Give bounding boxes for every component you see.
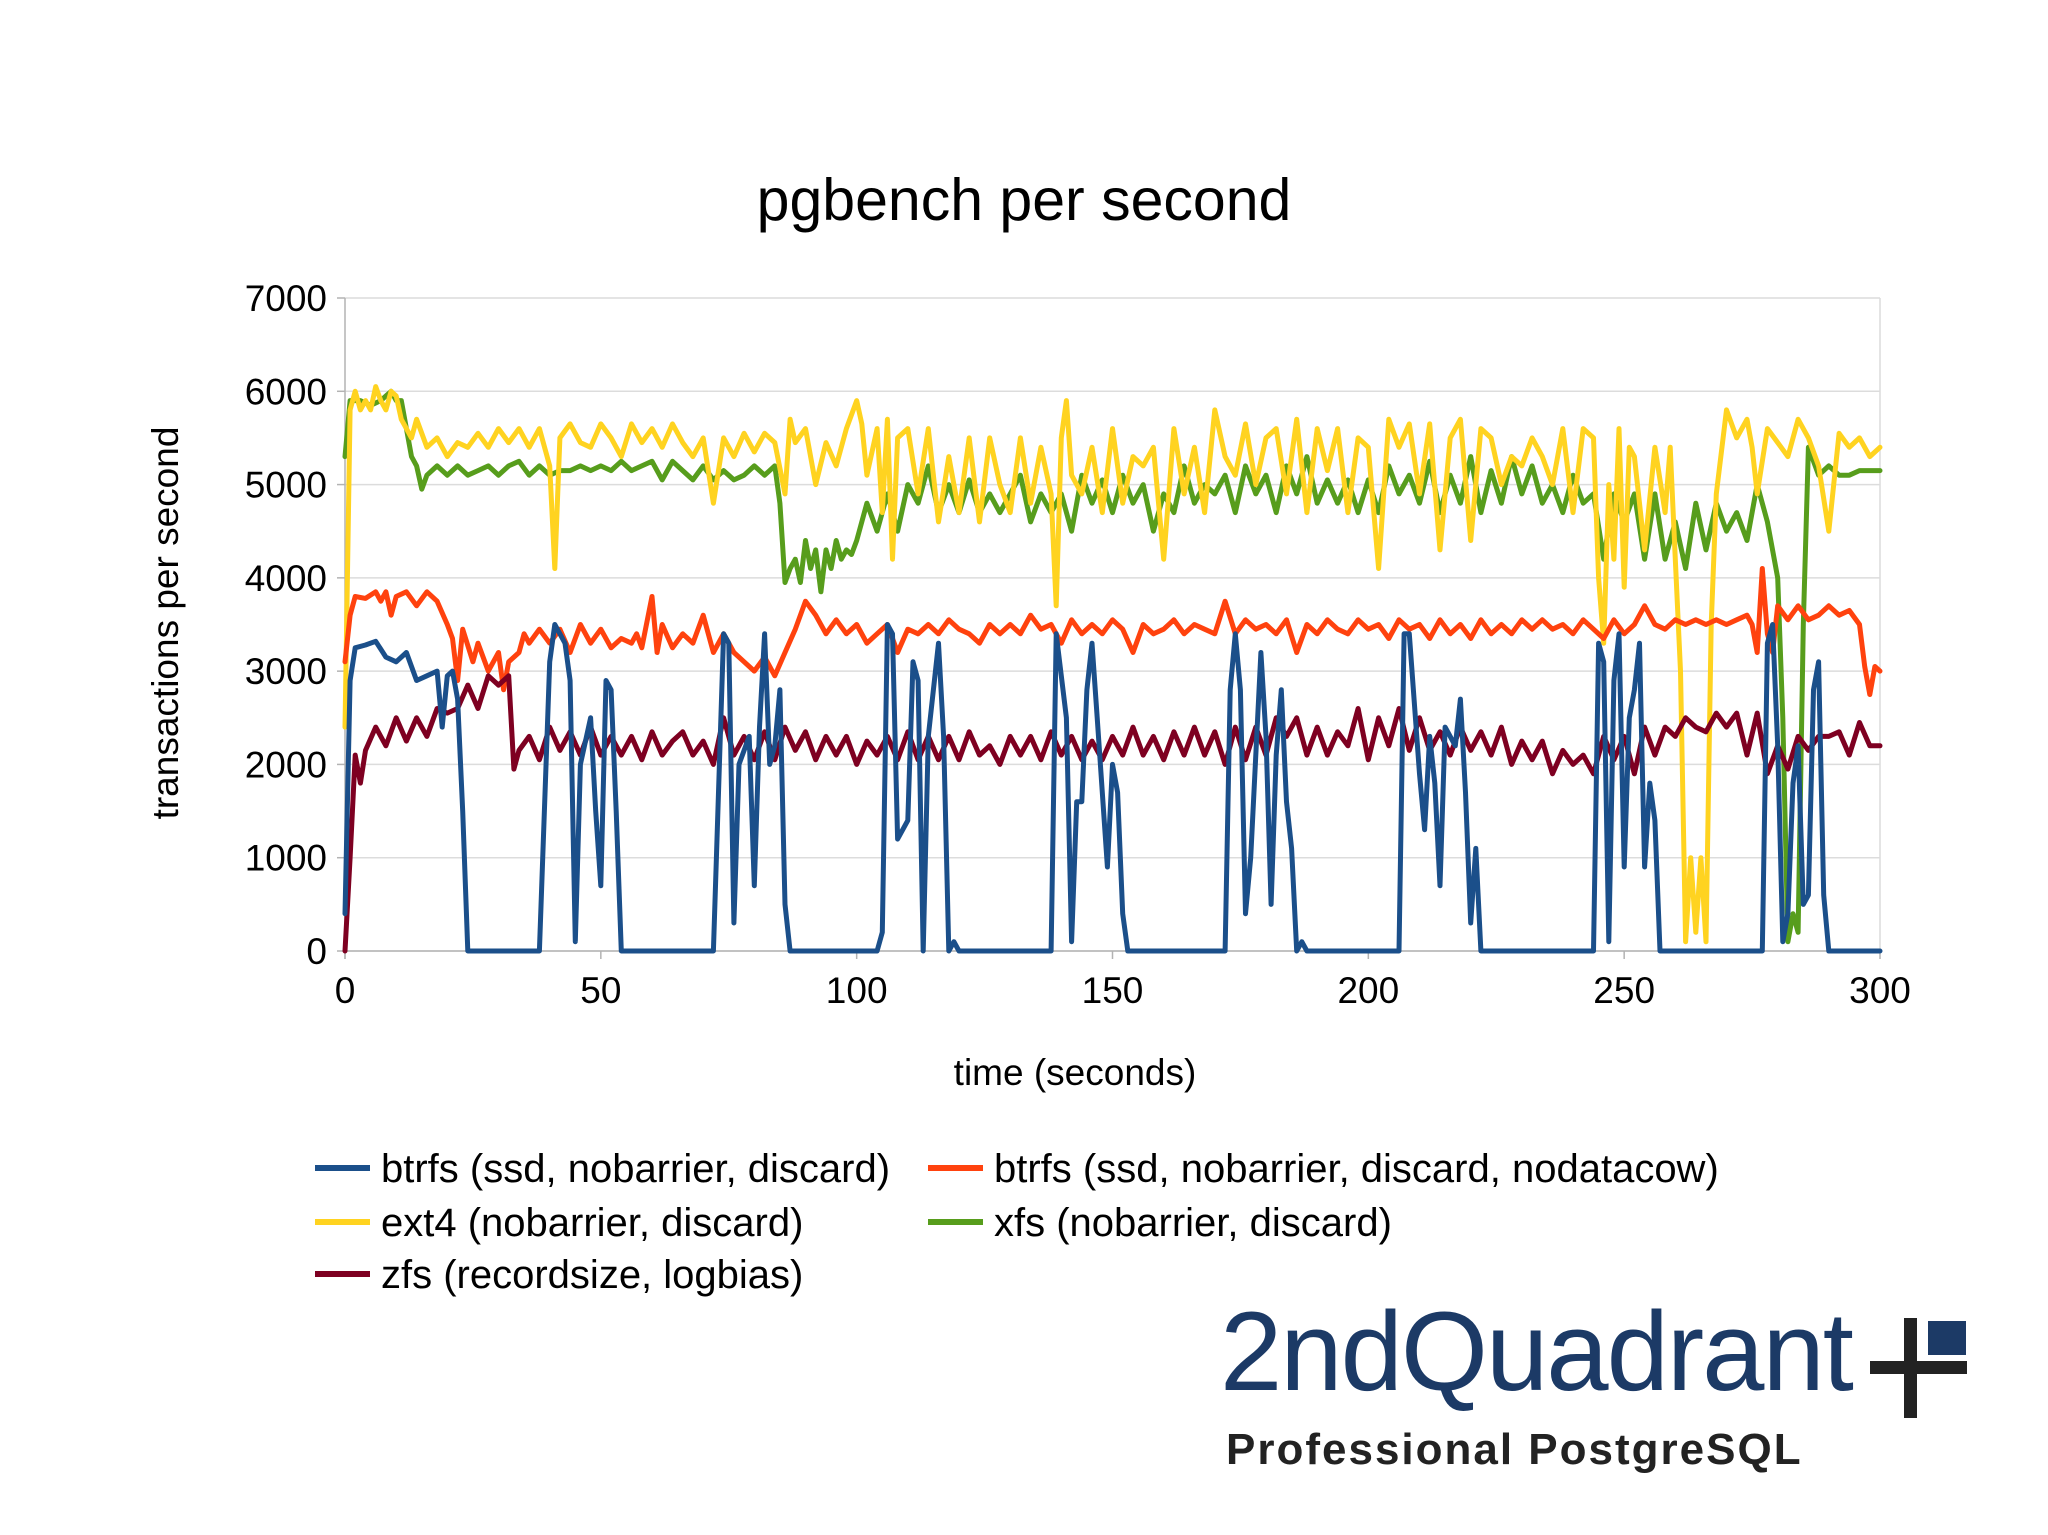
legend-label-4: zfs (recordsize, logbias) <box>381 1253 803 1297</box>
logo-tagline: Professional PostgreSQL <box>1226 1425 1803 1474</box>
x-tick-label: 300 <box>1849 970 1911 1011</box>
series-line-1 <box>342 566 1883 697</box>
series-line-0 <box>342 622 1883 954</box>
y-tick-label: 1000 <box>245 838 327 879</box>
logo-cross-icon <box>1870 1318 1967 1418</box>
legend-label-0: btrfs (ssd, nobarrier, discard) <box>381 1147 890 1191</box>
x-tick-label: 150 <box>1082 970 1144 1011</box>
chart-title: pgbench per second <box>757 167 1292 233</box>
axes: 0 1000 2000 3000 4000 5000 6000 7000 0 50 100 150 20… <box>245 278 1911 1011</box>
legend-label-1: btrfs (ssd, nobarrier, discard, nodataco… <box>994 1147 1719 1191</box>
x-tick-label: 100 <box>826 970 888 1011</box>
logo-wordmark: 2ndQuadrant <box>1220 1289 1854 1414</box>
y-tick-label: 3000 <box>245 651 327 692</box>
company-logo: 2ndQuadrant Professional PostgreSQL <box>1220 1296 1980 1480</box>
x-tick-label: 250 <box>1593 970 1655 1011</box>
x-tick-label: 200 <box>1337 970 1399 1011</box>
y-axis-label: transactions per second <box>145 427 186 820</box>
x-axis-label: time (seconds) <box>954 1052 1197 1093</box>
y-tick-label: 4000 <box>245 558 327 599</box>
y-tick-label: 5000 <box>245 465 327 506</box>
legend: btrfs (ssd, nobarrier, discard) btrfs (ss… <box>315 1147 1719 1297</box>
y-tick-label: 6000 <box>245 371 327 412</box>
series-group <box>342 384 1883 954</box>
y-tick-label: 7000 <box>245 278 327 319</box>
y-tick-label: 0 <box>306 931 327 972</box>
legend-label-2: ext4 (nobarrier, discard) <box>381 1201 803 1245</box>
x-tick-label: 0 <box>335 970 356 1011</box>
series-line-2 <box>342 384 1883 945</box>
x-tick-label: 50 <box>580 970 621 1011</box>
y-tick-label: 2000 <box>245 744 327 785</box>
legend-label-3: xfs (nobarrier, discard) <box>994 1201 1392 1245</box>
